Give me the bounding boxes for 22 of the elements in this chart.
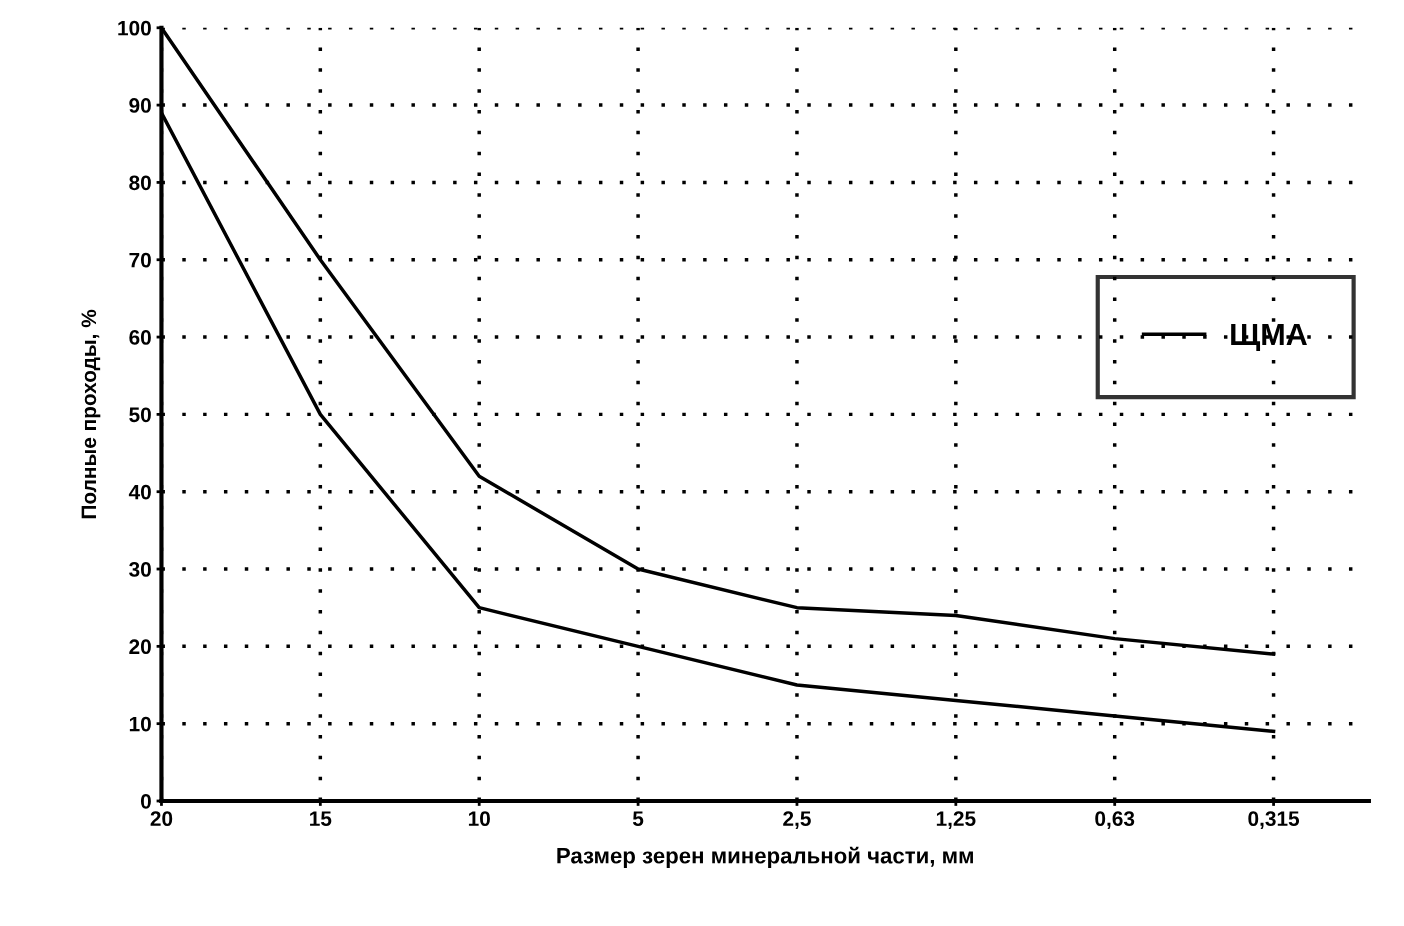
x-tick-label: 0,63 — [1095, 811, 1135, 830]
y-tick-label: 40 — [128, 484, 151, 500]
y-axis-title: Полные проходы, % — [81, 309, 101, 519]
x-tick-label: 1,25 — [936, 811, 976, 830]
y-tick-label: 30 — [129, 562, 151, 577]
x-tick-label: 15 — [310, 811, 332, 827]
x-tick-label: 0,315 — [1248, 811, 1300, 830]
legend-label: ЩМА — [1231, 323, 1307, 352]
y-tick-label: 50 — [129, 407, 151, 423]
x-tick-label: 2,5 — [783, 811, 811, 830]
x-tick-label: 5 — [632, 811, 644, 827]
y-tick-label: 60 — [129, 330, 151, 345]
x-axis-title: Размер зерен минеральной части, мм — [557, 846, 973, 868]
y-tick-label: 100 — [118, 20, 151, 36]
x-tick-label: 10 — [468, 811, 490, 827]
y-tick-label: 80 — [129, 175, 151, 191]
y-tick-label: 90 — [129, 98, 151, 113]
y-tick-label: 70 — [129, 252, 151, 268]
y-tick-label: 0 — [140, 793, 151, 809]
y-tick-label: 10 — [129, 716, 151, 732]
y-tick-label: 20 — [129, 639, 151, 655]
x-tick-label: 20 — [150, 811, 173, 827]
